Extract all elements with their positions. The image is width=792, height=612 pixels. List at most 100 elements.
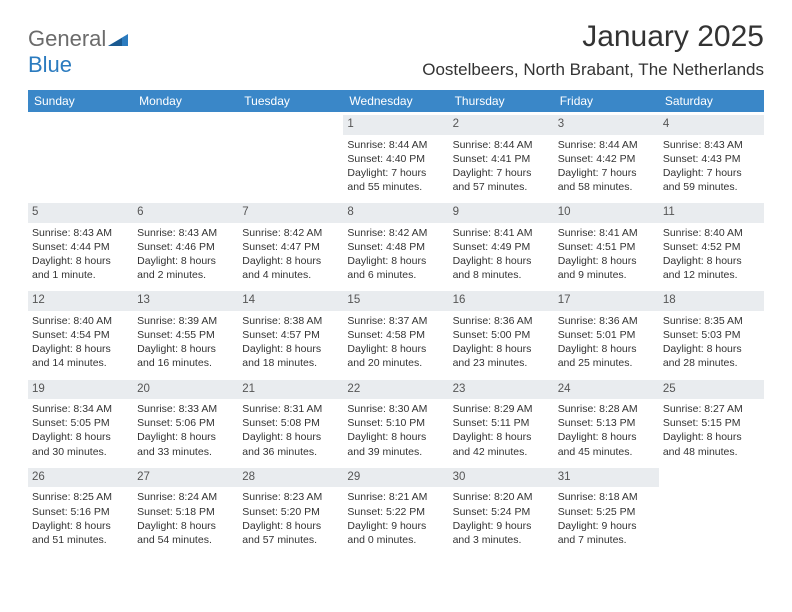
sunset-text: Sunset: 5:11 PM xyxy=(453,416,550,430)
daylight-text: Daylight: 8 hours and 57 minutes. xyxy=(242,519,339,547)
sunrise-text: Sunrise: 8:25 AM xyxy=(32,490,129,504)
day-number: 15 xyxy=(343,291,448,311)
sunset-text: Sunset: 4:58 PM xyxy=(347,328,444,342)
calendar-cell: 17Sunrise: 8:36 AMSunset: 5:01 PMDayligh… xyxy=(554,288,659,376)
sunrise-text: Sunrise: 8:42 AM xyxy=(242,226,339,240)
daylight-text: Daylight: 8 hours and 23 minutes. xyxy=(453,342,550,370)
sunrise-text: Sunrise: 8:28 AM xyxy=(558,402,655,416)
sunset-text: Sunset: 5:08 PM xyxy=(242,416,339,430)
daylight-text: Daylight: 8 hours and 25 minutes. xyxy=(558,342,655,370)
day-number: 12 xyxy=(28,291,133,311)
calendar-cell: 7Sunrise: 8:42 AMSunset: 4:47 PMDaylight… xyxy=(238,200,343,288)
daylight-text: Daylight: 9 hours and 7 minutes. xyxy=(558,519,655,547)
daylight-text: Daylight: 8 hours and 20 minutes. xyxy=(347,342,444,370)
sunset-text: Sunset: 4:44 PM xyxy=(32,240,129,254)
sunrise-text: Sunrise: 8:33 AM xyxy=(137,402,234,416)
sunrise-text: Sunrise: 8:43 AM xyxy=(663,138,760,152)
calendar-cell: 23Sunrise: 8:29 AMSunset: 5:11 PMDayligh… xyxy=(449,377,554,465)
calendar: Sunday Monday Tuesday Wednesday Thursday… xyxy=(28,90,764,553)
calendar-cell: 6Sunrise: 8:43 AMSunset: 4:46 PMDaylight… xyxy=(133,200,238,288)
sunset-text: Sunset: 4:54 PM xyxy=(32,328,129,342)
sunset-text: Sunset: 4:42 PM xyxy=(558,152,655,166)
day-number: 8 xyxy=(343,203,448,223)
calendar-cell: 4Sunrise: 8:43 AMSunset: 4:43 PMDaylight… xyxy=(659,112,764,200)
daylight-text: Daylight: 8 hours and 39 minutes. xyxy=(347,430,444,458)
logo-word-general: General xyxy=(28,26,106,51)
calendar-cell: 1Sunrise: 8:44 AMSunset: 4:40 PMDaylight… xyxy=(343,112,448,200)
calendar-cell xyxy=(238,112,343,200)
calendar-cell: 11Sunrise: 8:40 AMSunset: 4:52 PMDayligh… xyxy=(659,200,764,288)
sunset-text: Sunset: 5:06 PM xyxy=(137,416,234,430)
sunrise-text: Sunrise: 8:41 AM xyxy=(453,226,550,240)
calendar-cell: 9Sunrise: 8:41 AMSunset: 4:49 PMDaylight… xyxy=(449,200,554,288)
sunrise-text: Sunrise: 8:40 AM xyxy=(32,314,129,328)
calendar-cell xyxy=(659,465,764,553)
calendar-cell: 22Sunrise: 8:30 AMSunset: 5:10 PMDayligh… xyxy=(343,377,448,465)
day-number: 20 xyxy=(133,380,238,400)
daylight-text: Daylight: 7 hours and 55 minutes. xyxy=(347,166,444,194)
title-block: January 2025 Oostelbeers, North Brabant,… xyxy=(422,20,764,80)
calendar-cell: 24Sunrise: 8:28 AMSunset: 5:13 PMDayligh… xyxy=(554,377,659,465)
calendar-cell: 20 Sunrise: 8:33 AMSunset: 5:06 PMDayligh… xyxy=(133,377,238,465)
weeks-container: 1Sunrise: 8:44 AMSunset: 4:40 PMDaylight… xyxy=(28,112,764,553)
sunset-text: Sunset: 4:57 PM xyxy=(242,328,339,342)
sunset-text: Sunset: 5:24 PM xyxy=(453,505,550,519)
week-row: 5Sunrise: 8:43 AMSunset: 4:44 PMDaylight… xyxy=(28,200,764,288)
calendar-cell xyxy=(28,112,133,200)
day-number: 18 xyxy=(659,291,764,311)
calendar-cell: 26Sunrise: 8:25 AMSunset: 5:16 PMDayligh… xyxy=(28,465,133,553)
day-number: 24 xyxy=(554,380,659,400)
calendar-cell: 2Sunrise: 8:44 AMSunset: 4:41 PMDaylight… xyxy=(449,112,554,200)
sunrise-text: Sunrise: 8:39 AM xyxy=(137,314,234,328)
logo-text: GeneralBlue xyxy=(28,26,128,78)
day-number: 4 xyxy=(659,115,764,135)
logo: GeneralBlue xyxy=(28,26,128,78)
day-header-sunday: Sunday xyxy=(28,90,133,112)
day-number: 10 xyxy=(554,203,659,223)
daylight-text: Daylight: 8 hours and 8 minutes. xyxy=(453,254,550,282)
sunset-text: Sunset: 4:40 PM xyxy=(347,152,444,166)
sunset-text: Sunset: 5:16 PM xyxy=(32,505,129,519)
sunrise-text: Sunrise: 8:41 AM xyxy=(558,226,655,240)
header: GeneralBlue January 2025 Oostelbeers, No… xyxy=(28,20,764,80)
daylight-text: Daylight: 8 hours and 54 minutes. xyxy=(137,519,234,547)
week-row: 26Sunrise: 8:25 AMSunset: 5:16 PMDayligh… xyxy=(28,465,764,553)
daylight-text: Daylight: 8 hours and 18 minutes. xyxy=(242,342,339,370)
daylight-text: Daylight: 7 hours and 58 minutes. xyxy=(558,166,655,194)
sunrise-text: Sunrise: 8:18 AM xyxy=(558,490,655,504)
sunset-text: Sunset: 4:49 PM xyxy=(453,240,550,254)
calendar-cell: 27Sunrise: 8:24 AMSunset: 5:18 PMDayligh… xyxy=(133,465,238,553)
daylight-text: Daylight: 8 hours and 33 minutes. xyxy=(137,430,234,458)
day-number: 31 xyxy=(554,468,659,488)
daylight-text: Daylight: 8 hours and 16 minutes. xyxy=(137,342,234,370)
day-number: 17 xyxy=(554,291,659,311)
daylight-text: Daylight: 9 hours and 3 minutes. xyxy=(453,519,550,547)
day-number: 29 xyxy=(343,468,448,488)
day-header-friday: Friday xyxy=(554,90,659,112)
calendar-cell xyxy=(133,112,238,200)
calendar-cell: 5Sunrise: 8:43 AMSunset: 4:44 PMDaylight… xyxy=(28,200,133,288)
day-number: 16 xyxy=(449,291,554,311)
sunrise-text: Sunrise: 8:30 AM xyxy=(347,402,444,416)
calendar-cell: 19Sunrise: 8:34 AMSunset: 5:05 PMDayligh… xyxy=(28,377,133,465)
day-number: 7 xyxy=(238,203,343,223)
sunset-text: Sunset: 5:10 PM xyxy=(347,416,444,430)
calendar-cell: 30 Sunrise: 8:20 AMSunset: 5:24 PMDayligh… xyxy=(449,465,554,553)
daylight-text: Daylight: 8 hours and 48 minutes. xyxy=(663,430,760,458)
sunrise-text: Sunrise: 8:24 AM xyxy=(137,490,234,504)
week-row: 12 Sunrise: 8:40 AMSunset: 4:54 PM Dayligh… xyxy=(28,288,764,376)
sunrise-text: Sunrise: 8:34 AM xyxy=(32,402,129,416)
daylight-text: Daylight: 9 hours and 0 minutes. xyxy=(347,519,444,547)
day-number: 30 xyxy=(449,468,554,488)
sunset-text: Sunset: 5:13 PM xyxy=(558,416,655,430)
calendar-cell: 28Sunrise: 8:23 AMSunset: 5:20 PMDayligh… xyxy=(238,465,343,553)
daylight-text: Daylight: 8 hours and 28 minutes. xyxy=(663,342,760,370)
calendar-cell: 29 Sunrise: 8:21 AMSunset: 5:22 PMDayligh… xyxy=(343,465,448,553)
sunrise-text: Sunrise: 8:31 AM xyxy=(242,402,339,416)
sunrise-text: Sunrise: 8:21 AM xyxy=(347,490,444,504)
calendar-cell: 21Sunrise: 8:31 AMSunset: 5:08 PMDayligh… xyxy=(238,377,343,465)
sunrise-text: Sunrise: 8:20 AM xyxy=(453,490,550,504)
day-header-thursday: Thursday xyxy=(449,90,554,112)
sunset-text: Sunset: 5:22 PM xyxy=(347,505,444,519)
daylight-text: Daylight: 8 hours and 51 minutes. xyxy=(32,519,129,547)
